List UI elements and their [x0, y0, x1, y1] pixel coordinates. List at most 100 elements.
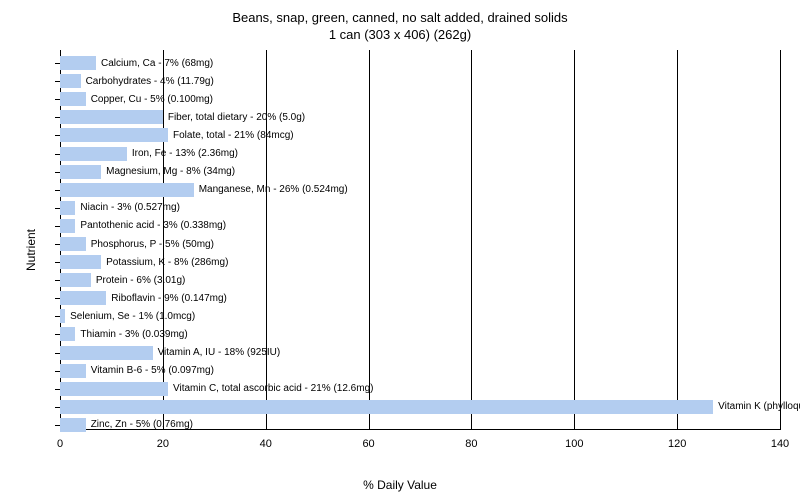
bar-row: Zinc, Zn - 5% (0.76mg): [60, 418, 193, 432]
nutrient-label: Riboflavin - 9% (0.147mg): [111, 293, 227, 304]
nutrient-bar: [60, 327, 75, 341]
y-tick: [55, 334, 60, 335]
y-tick: [55, 316, 60, 317]
y-tick: [55, 63, 60, 64]
nutrient-label: Potassium, K - 8% (286mg): [106, 257, 228, 268]
plot-area: 020406080100120140 Calcium, Ca - 7% (68m…: [60, 50, 780, 450]
bar-row: Fiber, total dietary - 20% (5.0g): [60, 110, 305, 124]
nutrient-label: Copper, Cu - 5% (0.100mg): [91, 94, 213, 105]
bar-row: Carbohydrates - 4% (11.79g): [60, 74, 214, 88]
bar-row: Folate, total - 21% (84mcg): [60, 128, 294, 142]
nutrient-label: Phosphorus, P - 5% (50mg): [91, 239, 214, 250]
nutrient-bar: [60, 219, 75, 233]
bar-row: Vitamin B-6 - 5% (0.097mg): [60, 364, 214, 378]
y-tick: [55, 135, 60, 136]
grid-line: [677, 50, 678, 430]
y-tick: [55, 353, 60, 354]
bar-row: Phosphorus, P - 5% (50mg): [60, 237, 214, 251]
nutrient-bar: [60, 110, 163, 124]
nutrient-label: Protein - 6% (3.01g): [96, 275, 186, 286]
nutrient-chart: Beans, snap, green, canned, no salt adde…: [0, 0, 800, 500]
bar-row: Iron, Fe - 13% (2.36mg): [60, 147, 238, 161]
x-tick-label: 100: [565, 438, 583, 450]
x-axis-label: % Daily Value: [363, 478, 437, 492]
grid-line: [266, 50, 267, 430]
nutrient-label: Zinc, Zn - 5% (0.76mg): [91, 419, 193, 430]
bar-row: Riboflavin - 9% (0.147mg): [60, 291, 227, 305]
y-tick: [55, 154, 60, 155]
y-tick: [55, 172, 60, 173]
nutrient-bar: [60, 128, 168, 142]
y-tick: [55, 99, 60, 100]
nutrient-label: Manganese, Mn - 26% (0.524mg): [199, 184, 348, 195]
nutrient-bar: [60, 56, 96, 70]
title-line-2: 1 can (303 x 406) (262g): [0, 27, 800, 44]
nutrient-label: Niacin - 3% (0.527mg): [80, 202, 179, 213]
nutrient-label: Vitamin A, IU - 18% (925IU): [158, 347, 281, 358]
bar-row: Potassium, K - 8% (286mg): [60, 255, 228, 269]
nutrient-label: Magnesium, Mg - 8% (34mg): [106, 166, 235, 177]
nutrient-label: Vitamin C, total ascorbic acid - 21% (12…: [173, 383, 373, 394]
nutrient-bar: [60, 165, 101, 179]
y-tick: [55, 280, 60, 281]
nutrient-label: Pantothenic acid - 3% (0.338mg): [80, 220, 226, 231]
nutrient-label: Carbohydrates - 4% (11.79g): [86, 76, 214, 87]
nutrient-bar: [60, 92, 86, 106]
y-tick: [55, 389, 60, 390]
x-tick-label: 80: [465, 438, 477, 450]
nutrient-label: Thiamin - 3% (0.039mg): [80, 329, 187, 340]
y-tick: [55, 298, 60, 299]
y-axis-label: Nutrient: [24, 229, 38, 271]
nutrient-bar: [60, 237, 86, 251]
x-tick-label: 0: [57, 438, 63, 450]
y-tick: [55, 117, 60, 118]
nutrient-bar: [60, 74, 81, 88]
bar-row: Niacin - 3% (0.527mg): [60, 201, 180, 215]
nutrient-bar: [60, 309, 65, 323]
bar-row: Vitamin K (phylloquinone) - 127% (101.7m…: [60, 400, 800, 414]
nutrient-label: Vitamin B-6 - 5% (0.097mg): [91, 365, 214, 376]
grid-line: [369, 50, 370, 430]
x-tick-label: 20: [157, 438, 169, 450]
nutrient-bar: [60, 255, 101, 269]
nutrient-label: Vitamin K (phylloquinone) - 127% (101.7m…: [718, 401, 800, 412]
grid-line: [780, 50, 781, 430]
nutrient-label: Iron, Fe - 13% (2.36mg): [132, 148, 238, 159]
bar-row: Copper, Cu - 5% (0.100mg): [60, 92, 213, 106]
bar-row: Magnesium, Mg - 8% (34mg): [60, 165, 235, 179]
y-tick: [55, 81, 60, 82]
y-tick: [55, 208, 60, 209]
x-tick-label: 40: [260, 438, 272, 450]
nutrient-bar: [60, 201, 75, 215]
bar-row: Calcium, Ca - 7% (68mg): [60, 56, 213, 70]
nutrient-label: Selenium, Se - 1% (1.0mcg): [70, 311, 195, 322]
nutrient-bar: [60, 418, 86, 432]
y-tick: [55, 425, 60, 426]
x-tick-label: 60: [362, 438, 374, 450]
nutrient-label: Folate, total - 21% (84mcg): [173, 130, 294, 141]
y-tick: [55, 262, 60, 263]
nutrient-bar: [60, 382, 168, 396]
nutrient-label: Fiber, total dietary - 20% (5.0g): [168, 112, 305, 123]
chart-title: Beans, snap, green, canned, no salt adde…: [0, 0, 800, 44]
bar-row: Manganese, Mn - 26% (0.524mg): [60, 183, 348, 197]
bar-row: Thiamin - 3% (0.039mg): [60, 327, 188, 341]
y-tick: [55, 371, 60, 372]
nutrient-bar: [60, 273, 91, 287]
bar-row: Protein - 6% (3.01g): [60, 273, 185, 287]
grid-line: [471, 50, 472, 430]
bar-row: Vitamin A, IU - 18% (925IU): [60, 346, 280, 360]
nutrient-bar: [60, 183, 194, 197]
title-line-1: Beans, snap, green, canned, no salt adde…: [0, 10, 800, 27]
bar-row: Selenium, Se - 1% (1.0mcg): [60, 309, 195, 323]
x-tick-label: 120: [668, 438, 686, 450]
nutrient-bar: [60, 400, 713, 414]
nutrient-bar: [60, 364, 86, 378]
nutrient-bar: [60, 346, 153, 360]
nutrient-bar: [60, 291, 106, 305]
grid-line: [574, 50, 575, 430]
nutrient-bar: [60, 147, 127, 161]
y-tick: [55, 407, 60, 408]
y-tick: [55, 190, 60, 191]
bar-row: Vitamin C, total ascorbic acid - 21% (12…: [60, 382, 373, 396]
